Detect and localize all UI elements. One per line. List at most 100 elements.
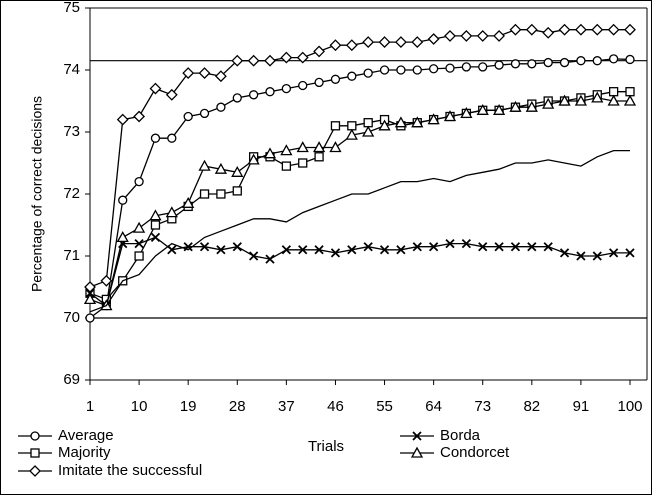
y-tick-label: 74 (63, 61, 80, 78)
marker (525, 100, 538, 112)
marker (150, 232, 161, 243)
x-axis-label: Trials (308, 438, 344, 455)
marker (167, 133, 177, 143)
marker (85, 313, 95, 323)
marker (542, 26, 555, 39)
marker (478, 62, 488, 72)
marker (494, 242, 504, 252)
marker (298, 158, 308, 168)
series-line (89, 97, 630, 307)
marker (83, 293, 97, 305)
marker (263, 147, 277, 159)
marker (150, 133, 161, 143)
marker (592, 251, 602, 261)
y-tick-label: 72 (63, 185, 80, 202)
marker (248, 90, 259, 100)
marker (247, 54, 260, 67)
marker (232, 186, 242, 196)
marker (199, 189, 210, 199)
marker (543, 242, 553, 252)
marker (625, 54, 635, 65)
marker (330, 248, 341, 258)
marker (445, 238, 455, 249)
marker (116, 113, 129, 126)
legend-label: Imitate the successful (58, 462, 202, 479)
marker (296, 51, 309, 64)
marker (444, 29, 456, 42)
marker (558, 94, 571, 106)
marker (558, 23, 571, 36)
marker (149, 82, 162, 95)
marker (527, 242, 537, 252)
marker (428, 242, 439, 252)
marker (165, 88, 178, 101)
marker (527, 59, 537, 69)
y-tick-label: 73 (63, 123, 80, 140)
marker (363, 68, 373, 78)
marker (576, 56, 586, 66)
x-tick-label: 19 (180, 398, 197, 415)
marker (412, 242, 422, 252)
marker (281, 83, 292, 94)
marker (314, 77, 324, 88)
marker (363, 118, 373, 128)
series-line (89, 149, 630, 313)
marker (362, 125, 375, 137)
marker (149, 209, 162, 221)
marker (265, 254, 275, 264)
marker (214, 162, 228, 174)
marker (494, 60, 504, 70)
marker (132, 221, 146, 233)
legend-marker (30, 431, 40, 441)
marker (231, 165, 244, 177)
marker (198, 67, 211, 80)
marker (247, 153, 260, 165)
marker (363, 242, 373, 252)
marker (280, 144, 293, 156)
x-tick-label: 37 (278, 398, 295, 415)
legend-label: Borda (440, 427, 481, 444)
legend-label: Average (58, 427, 114, 444)
series-line (89, 29, 630, 288)
marker (379, 245, 390, 255)
marker (428, 64, 439, 74)
y-axis-label: Percentage of correct decisions (29, 96, 45, 292)
marker (427, 113, 440, 125)
marker (134, 238, 144, 249)
marker (412, 65, 422, 75)
marker (347, 121, 357, 131)
marker (624, 23, 636, 36)
marker (542, 97, 555, 109)
marker (396, 245, 406, 255)
marker (607, 94, 620, 106)
series-line (89, 236, 630, 307)
marker (608, 87, 619, 97)
marker (362, 36, 375, 49)
marker (314, 152, 324, 162)
marker (264, 54, 276, 67)
y-tick-label: 69 (63, 371, 80, 388)
marker (330, 121, 341, 131)
marker (445, 63, 455, 73)
y-tick-label: 71 (63, 247, 80, 264)
marker (329, 141, 342, 153)
marker (461, 62, 472, 72)
x-tick-label: 10 (131, 398, 148, 415)
marker (199, 242, 210, 252)
marker (460, 107, 473, 119)
marker (510, 242, 521, 252)
marker (296, 141, 309, 153)
series-line (89, 58, 631, 319)
marker (133, 110, 146, 123)
marker (543, 57, 553, 68)
marker (427, 33, 440, 45)
x-tick-label: 55 (376, 398, 393, 415)
marker (232, 93, 242, 103)
x-tick-label: 73 (474, 398, 491, 415)
marker (330, 74, 341, 84)
marker (510, 59, 521, 69)
marker (461, 238, 472, 249)
